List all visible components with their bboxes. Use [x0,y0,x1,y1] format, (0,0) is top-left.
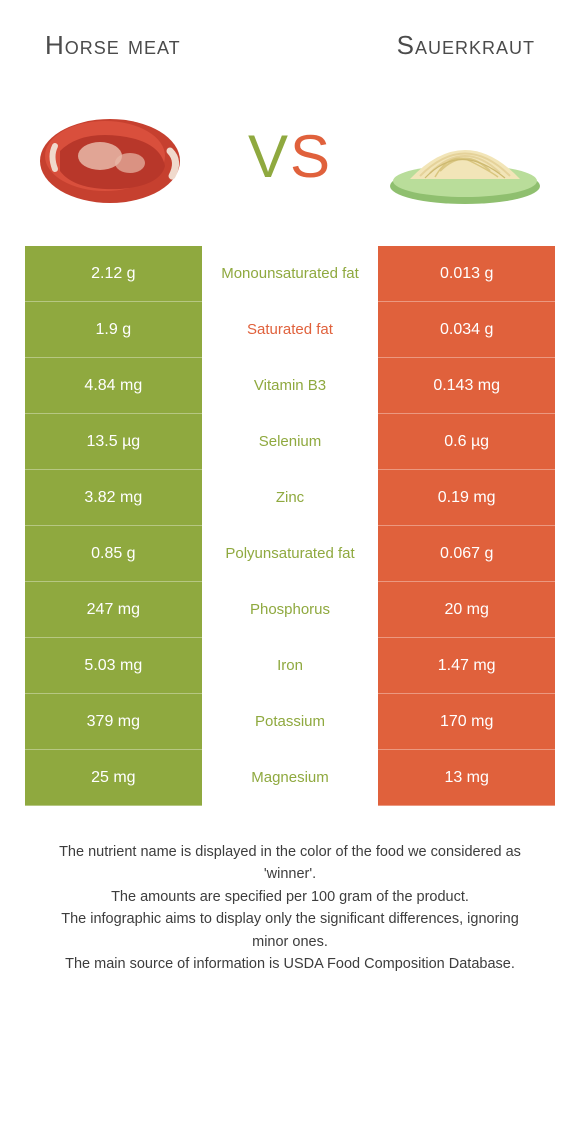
table-row: 0.85 gPolyunsaturated fat0.067 g [25,526,555,582]
right-value: 0.6 µg [378,414,555,470]
left-value: 1.9 g [25,302,202,358]
left-value: 0.85 g [25,526,202,582]
table-row: 2.12 gMonounsaturated fat0.013 g [25,246,555,302]
right-value: 0.034 g [378,302,555,358]
header: Horse meat Sauerkraut [25,20,555,86]
table-row: 4.84 mgVitamin B30.143 mg [25,358,555,414]
vs-s: S [290,123,332,190]
footer-line-4: The main source of information is USDA F… [45,953,535,975]
sauerkraut-image [375,96,555,216]
table-row: 3.82 mgZinc0.19 mg [25,470,555,526]
footer-line-1: The nutrient name is displayed in the co… [45,841,535,886]
footer-notes: The nutrient name is displayed in the co… [25,806,555,986]
vs-v: V [248,123,290,190]
right-value: 170 mg [378,694,555,750]
horse-meat-image [25,96,205,216]
nutrient-label: Vitamin B3 [202,358,379,414]
footer-line-2: The amounts are specified per 100 gram o… [45,886,535,908]
nutrient-label: Polyunsaturated fat [202,526,379,582]
right-food-title: Sauerkraut [397,30,535,61]
left-value: 25 mg [25,750,202,806]
right-value: 20 mg [378,582,555,638]
table-row: 5.03 mgIron1.47 mg [25,638,555,694]
right-value: 0.19 mg [378,470,555,526]
table-row: 247 mgPhosphorus20 mg [25,582,555,638]
nutrient-label: Magnesium [202,750,379,806]
hero-row: VS [25,86,555,246]
meat-icon [30,101,200,211]
nutrient-label: Monounsaturated fat [202,246,379,302]
right-value: 0.067 g [378,526,555,582]
comparison-table: 2.12 gMonounsaturated fat0.013 g1.9 gSat… [25,246,555,806]
right-value: 13 mg [378,750,555,806]
nutrient-label: Iron [202,638,379,694]
left-value: 5.03 mg [25,638,202,694]
sauerkraut-icon [380,101,550,211]
nutrient-label: Zinc [202,470,379,526]
table-row: 379 mgPotassium170 mg [25,694,555,750]
nutrient-label: Phosphorus [202,582,379,638]
right-value: 0.143 mg [378,358,555,414]
left-value: 4.84 mg [25,358,202,414]
left-food-title: Horse meat [45,30,181,61]
left-value: 379 mg [25,694,202,750]
table-row: 1.9 gSaturated fat0.034 g [25,302,555,358]
nutrient-label: Potassium [202,694,379,750]
table-row: 25 mgMagnesium13 mg [25,750,555,806]
left-value: 2.12 g [25,246,202,302]
right-value: 0.013 g [378,246,555,302]
infographic-container: Horse meat Sauerkraut VS [0,0,580,1006]
nutrient-label: Saturated fat [202,302,379,358]
left-value: 13.5 µg [25,414,202,470]
table-row: 13.5 µgSelenium0.6 µg [25,414,555,470]
vs-label: VS [248,122,332,191]
footer-line-3: The infographic aims to display only the… [45,908,535,953]
right-value: 1.47 mg [378,638,555,694]
left-value: 247 mg [25,582,202,638]
left-value: 3.82 mg [25,470,202,526]
nutrient-label: Selenium [202,414,379,470]
